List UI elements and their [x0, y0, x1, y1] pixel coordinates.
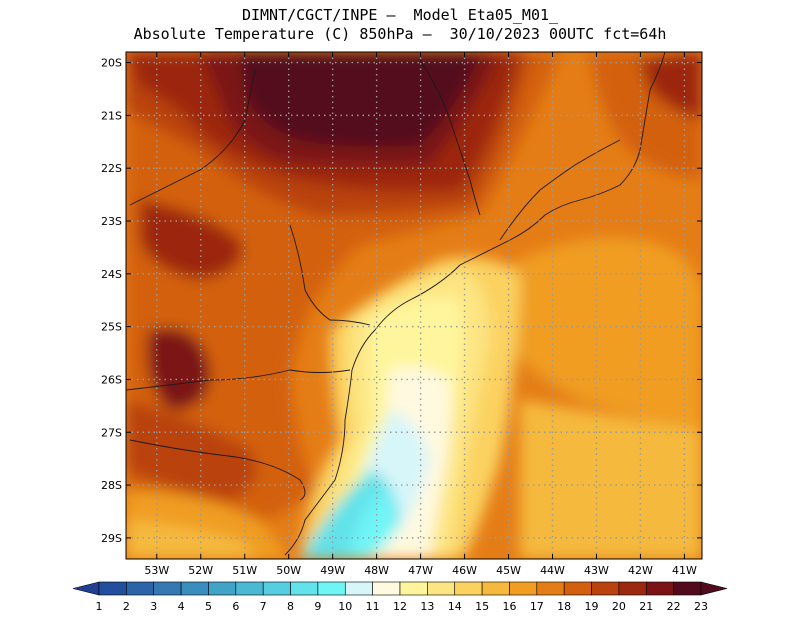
lon-label: 51W [232, 564, 257, 577]
lon-label: 43W [584, 564, 609, 577]
lat-label: 20S [101, 57, 122, 70]
lon-label: 49W [320, 564, 345, 577]
colorbar-swatch [180, 581, 209, 596]
colorbar-label: 21 [639, 600, 653, 613]
lat-label: 24S [101, 268, 122, 281]
lat-label: 25S [101, 321, 122, 334]
colorbar-label: 19 [585, 600, 599, 613]
colorbar-swatch [399, 581, 428, 596]
colorbar-swatch [700, 581, 728, 596]
lon-label: 42W [628, 564, 653, 577]
lon-label: 52W [188, 564, 213, 577]
colorbar-swatch [344, 581, 373, 596]
lat-label: 27S [101, 426, 122, 439]
lon-label: 47W [408, 564, 433, 577]
colorbar-swatch [262, 581, 291, 596]
colorbar-swatch [618, 581, 647, 596]
colorbar-swatch [208, 581, 237, 596]
lon-label: 46W [452, 564, 477, 577]
map-ticks [126, 52, 702, 559]
lat-label: 29S [101, 532, 122, 545]
colorbar-label: 23 [694, 600, 708, 613]
lat-label: 26S [101, 373, 122, 386]
colorbar-label: 15 [475, 600, 489, 613]
colorbar-swatch [72, 581, 100, 596]
colorbar-label: 1 [96, 600, 103, 613]
colorbar-label: 13 [420, 600, 434, 613]
colorbar-label: 7 [260, 600, 267, 613]
lon-label: 45W [496, 564, 521, 577]
colorbar-swatch [235, 581, 264, 596]
colorbar-label: 3 [150, 600, 157, 613]
colorbar-labels: 1 2 3 4 5 6 7 8 9 10 11 12 13 14 15 16 17 18 19 20 21 22 23 [96, 600, 709, 613]
coastline-borders [126, 52, 666, 556]
colorbar-swatch [645, 581, 674, 596]
colorbar-swatch [673, 581, 702, 596]
colorbar-swatch [454, 581, 483, 596]
colorbar-label: 11 [366, 600, 380, 613]
map-frame [125, 51, 703, 560]
colorbar-label: 17 [530, 600, 544, 613]
colorbar-label: 20 [612, 600, 626, 613]
colorbar-label: 12 [393, 600, 407, 613]
chart-title-line1: DIMNT/CGCT/INPE – Model Eta05_M01_ [241, 6, 559, 24]
colorbar-swatch [126, 581, 155, 596]
map-gridlines [126, 52, 702, 559]
chart-title-line2: Absolute Temperature (C) 850hPa – 30/10/… [133, 25, 667, 43]
colorbar-swatch [98, 581, 127, 596]
colorbar-swatch [317, 581, 346, 596]
colorbar-label: 6 [232, 600, 239, 613]
colorbar-label: 4 [178, 600, 185, 613]
colorbar-swatch [536, 581, 565, 596]
colorbar-swatch [427, 581, 456, 596]
colorbar [72, 581, 728, 596]
colorbar-label: 22 [667, 600, 681, 613]
colorbar-label: 18 [557, 600, 571, 613]
longitude-labels: 53W 52W 51W 50W 49W 48W 47W 46W 45W 44W 43W 42W 41W [144, 564, 697, 577]
colorbar-swatch [509, 581, 538, 596]
colorbar-label: 2 [123, 600, 130, 613]
colorbar-swatch [591, 581, 620, 596]
lat-label: 22S [101, 162, 122, 175]
lon-label: 53W [144, 564, 169, 577]
lon-label: 50W [276, 564, 301, 577]
colorbar-label: 8 [287, 600, 294, 613]
colorbar-swatch [372, 581, 401, 596]
colorbar-swatch [290, 581, 319, 596]
colorbar-swatch [563, 581, 592, 596]
latitude-labels: 20S 21S 22S 23S 24S 25S 26S 27S 28S 29S [101, 57, 122, 545]
colorbar-label: 16 [502, 600, 516, 613]
colorbar-label: 5 [205, 600, 212, 613]
temperature-field [126, 52, 702, 559]
lon-label: 48W [364, 564, 389, 577]
lat-label: 28S [101, 479, 122, 492]
colorbar-swatch [481, 581, 510, 596]
lon-label: 44W [540, 564, 565, 577]
colorbar-label: 10 [338, 600, 352, 613]
lon-label: 41W [672, 564, 697, 577]
lat-label: 23S [101, 215, 122, 228]
colorbar-swatch [153, 581, 182, 596]
colorbar-label: 14 [448, 600, 462, 613]
colorbar-label: 9 [314, 600, 321, 613]
lat-label: 21S [101, 109, 122, 122]
